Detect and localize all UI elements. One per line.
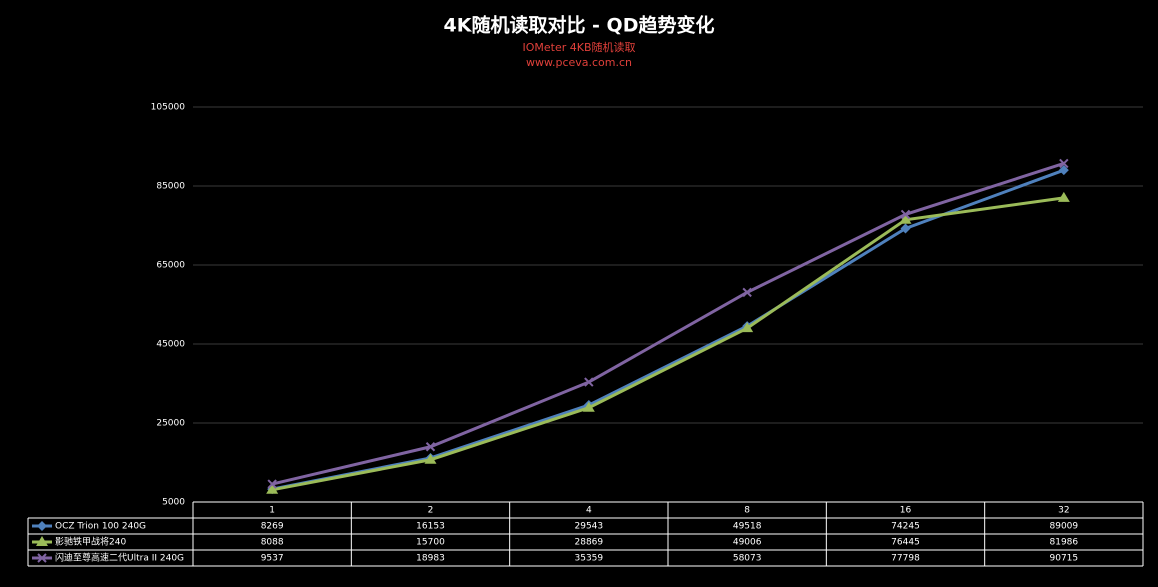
table-value: 8088 [261, 538, 284, 548]
table-value: 77798 [891, 554, 920, 564]
legend-marker [37, 553, 47, 563]
table-value: 15700 [416, 538, 445, 548]
legend-marker [36, 536, 48, 546]
marker [425, 442, 436, 452]
x-tick-label: 32 [1058, 506, 1069, 516]
marker [267, 479, 277, 489]
x-tick-label: 16 [900, 506, 912, 516]
marker [1059, 158, 1069, 169]
x-tick-label: 4 [586, 506, 592, 516]
legend-label: OCZ Trion 100 240G [55, 522, 146, 532]
marker [424, 453, 437, 464]
y-tick-label: 65000 [156, 261, 185, 271]
chart-subtitle: www.pceva.com.cn [526, 56, 632, 69]
marker [1058, 165, 1069, 176]
x-tick-label: 1 [269, 506, 275, 516]
marker [266, 483, 279, 494]
marker [584, 377, 594, 387]
marker [900, 209, 911, 220]
marker [582, 401, 595, 412]
table-value: 90715 [1050, 554, 1079, 564]
table-value: 76445 [891, 538, 920, 548]
series-line [271, 161, 1065, 486]
marker [899, 213, 912, 224]
table-value: 49006 [733, 538, 762, 548]
table-value: 35359 [575, 554, 604, 564]
table-value: 8269 [261, 522, 284, 532]
table-value: 29543 [575, 522, 604, 532]
legend-label: 闪迪至尊高速二代Ultra II 240G [55, 552, 184, 564]
chart-title: 4K随机读取对比 - QD趋势变化 [444, 14, 715, 37]
series-line [271, 168, 1065, 491]
x-tick-label: 8 [744, 506, 750, 516]
table-value: 89009 [1050, 522, 1079, 532]
table-value: 16153 [416, 522, 445, 532]
y-tick-label: 25000 [156, 419, 185, 429]
marker [741, 322, 754, 333]
marker [900, 223, 911, 234]
table-value: 58073 [733, 554, 762, 564]
table-value: 81986 [1050, 538, 1079, 548]
marker [742, 287, 752, 298]
table-value: 74245 [891, 522, 920, 532]
table-value: 9537 [261, 554, 284, 564]
marker [1057, 191, 1070, 202]
y-tick-label: 85000 [156, 182, 185, 192]
series-line [271, 196, 1065, 492]
y-tick-label: 45000 [156, 340, 185, 350]
chart-subtitle: IOMeter 4KB随机读取 [522, 40, 635, 54]
y-tick-label: 105000 [151, 103, 186, 113]
legend-label: 影驰铁甲战将240 [55, 536, 126, 548]
table-value: 28869 [575, 538, 604, 548]
legend-marker [37, 521, 47, 531]
table-value: 18983 [416, 554, 445, 564]
x-tick-label: 2 [428, 506, 434, 516]
y-tick-label: 5000 [162, 498, 185, 508]
table-value: 49518 [733, 522, 762, 532]
